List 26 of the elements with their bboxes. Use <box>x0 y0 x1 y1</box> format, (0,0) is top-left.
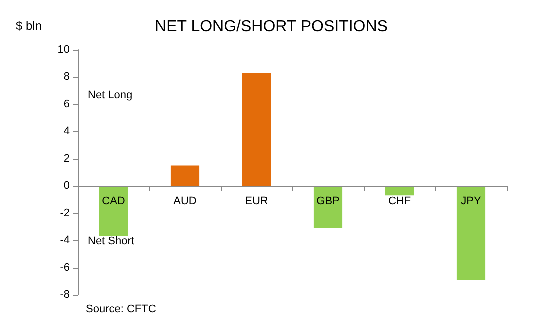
x-tick-label: EUR <box>245 196 268 208</box>
bar <box>242 73 272 186</box>
y-tick-label: -8 <box>60 289 70 301</box>
source-note: Source: CFTC <box>86 304 156 316</box>
y-tick-label: 10 <box>58 44 70 56</box>
bar <box>99 186 128 236</box>
x-tick-label: JPY <box>461 196 482 208</box>
x-tick-label: AUD <box>174 196 197 208</box>
x-tick-label: CHF <box>388 196 412 208</box>
y-tick-label: 4 <box>64 126 70 138</box>
y-tick-label: 8 <box>64 71 70 84</box>
y-tick-label: -6 <box>60 262 70 274</box>
bar <box>456 186 486 280</box>
x-tick-label: GBP <box>316 196 340 208</box>
annotation: Net Short <box>88 236 134 248</box>
y-tick-label: 2 <box>64 152 70 165</box>
x-tick-label: CAD <box>102 196 126 208</box>
y-tick-label: 0 <box>64 180 70 192</box>
y-tick-label: 6 <box>64 98 70 110</box>
chart-title: NET LONG/SHORT POSITIONS <box>155 18 388 36</box>
bar <box>314 186 343 228</box>
y-axis-title: $ bln <box>16 19 42 33</box>
annotation: Net Long <box>88 90 133 102</box>
y-tick-label: -2 <box>60 207 70 220</box>
y-tick-label: -4 <box>60 234 70 247</box>
bar <box>170 166 200 186</box>
